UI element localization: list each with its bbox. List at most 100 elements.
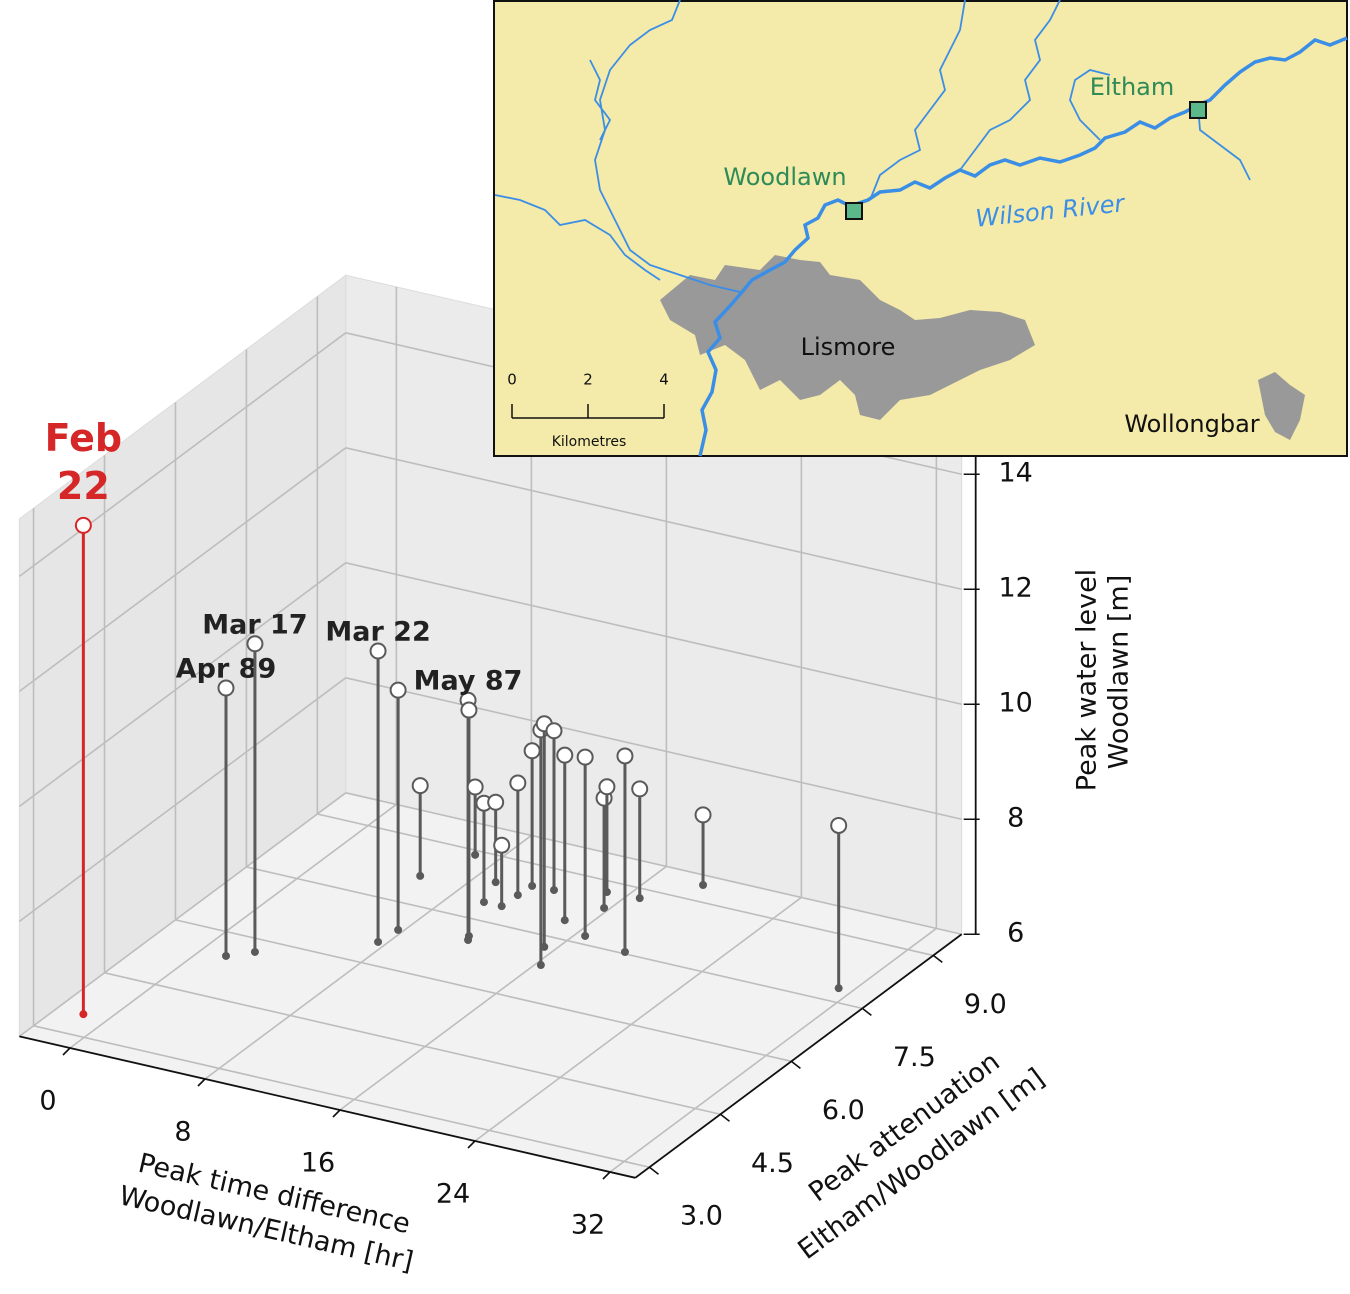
grid-line [33, 1025, 650, 1169]
stem-base [600, 903, 609, 912]
stem-head [217, 679, 235, 697]
axis-line [19, 1035, 636, 1179]
stem-head [411, 777, 429, 795]
scale-bar: 0 2 4 [507, 371, 669, 419]
stem-base [834, 984, 843, 993]
stem-base [491, 878, 500, 887]
stem-base [464, 932, 473, 941]
grid-line [474, 896, 802, 1142]
stem-base [635, 894, 644, 903]
stem-base [416, 871, 425, 880]
stem-base [513, 891, 522, 900]
stem-head [369, 642, 387, 660]
stem-head [616, 747, 634, 765]
z-tick-label: 14 [999, 458, 1033, 489]
stem-base [699, 881, 708, 890]
town-label: Wollongbar [1124, 410, 1259, 438]
stem-base [620, 948, 629, 957]
tick-mark [861, 1007, 872, 1017]
tick-mark [197, 1078, 206, 1087]
stem-head [576, 748, 594, 766]
stem-base [479, 898, 488, 907]
scale-label: Kilometres [552, 434, 627, 450]
stem-head [598, 778, 616, 796]
stem-head [487, 793, 505, 811]
stem-head [556, 746, 574, 764]
y-tick-label: 6.0 [822, 1095, 865, 1126]
stem-head [493, 836, 511, 854]
stem-base [602, 888, 611, 897]
stem-head [466, 778, 484, 796]
z-tick-label: 8 [1007, 803, 1024, 834]
grid-line [175, 919, 792, 1063]
stem-head [545, 722, 563, 740]
tributaries [494, 0, 1251, 293]
stem-head [631, 780, 649, 798]
grid-line [18, 677, 347, 923]
x-tick-label: 16 [301, 1148, 335, 1179]
stem-base [250, 947, 259, 956]
grid-line [18, 447, 347, 693]
x-tick-label: 24 [436, 1179, 470, 1210]
grid-line [69, 803, 397, 1049]
stem-base [536, 961, 545, 970]
y-tick-label: 4.5 [751, 1148, 794, 1179]
grid-line [246, 866, 863, 1010]
x-tick-label: 0 [39, 1086, 56, 1117]
y-tick-label: 7.5 [893, 1042, 936, 1073]
tick-mark [790, 1060, 801, 1069]
grid-line [18, 332, 347, 578]
stem-head [74, 516, 92, 534]
grid-line [345, 562, 962, 706]
axis-label: Woodlawn [m] [1104, 575, 1135, 769]
stem-base [540, 942, 549, 951]
station-label: Woodlawn [723, 163, 846, 191]
tick-mark [467, 1140, 476, 1149]
tick-mark [719, 1113, 730, 1122]
stem-base [581, 931, 590, 940]
tick-mark [62, 1047, 71, 1056]
grid-line [345, 447, 962, 591]
point-label: May 87 [414, 666, 523, 697]
z-tick-label: 6 [1007, 918, 1024, 949]
axis-line [634, 933, 963, 1179]
grid-line [609, 927, 937, 1173]
grid-line [345, 792, 962, 936]
stem-base [394, 925, 403, 934]
stem-base [374, 937, 383, 946]
tick-mark [649, 1166, 659, 1175]
grid-line [204, 834, 532, 1080]
axis-label: Peak water level [1072, 569, 1103, 791]
point-label: Apr 89 [176, 654, 277, 685]
station-marker [1189, 101, 1207, 119]
inset-map: Woodlawn Eltham Wilson River Lismore Wol… [493, 0, 1348, 457]
stem-base [560, 916, 569, 925]
stem-head [509, 774, 527, 792]
stem-base [497, 902, 506, 911]
point-label: Mar 17 [202, 609, 307, 640]
stem-head [523, 742, 541, 760]
grid-line [339, 865, 667, 1111]
tick-mark [602, 1171, 611, 1180]
point-label: 22 [57, 464, 110, 508]
stem-base [549, 886, 558, 895]
main-river [698, 36, 1348, 457]
point-label: Mar 22 [325, 616, 430, 647]
stem-base [79, 1010, 88, 1019]
stem-base [221, 951, 230, 960]
x-tick-label: 32 [571, 1210, 605, 1241]
tick-mark [932, 954, 943, 964]
z-tick-label: 10 [999, 688, 1033, 719]
tick-mark [332, 1109, 341, 1118]
point-label: Feb [45, 416, 122, 460]
stem-base [471, 850, 480, 859]
stem-head [460, 701, 478, 719]
station-label: Eltham [1090, 73, 1175, 101]
scale-tick-label: 0 [507, 371, 517, 389]
stem-head [694, 806, 712, 824]
scale-tick-label: 2 [583, 371, 593, 389]
stem-base [528, 881, 537, 890]
station-marker [845, 202, 863, 220]
stem-head [830, 816, 848, 834]
